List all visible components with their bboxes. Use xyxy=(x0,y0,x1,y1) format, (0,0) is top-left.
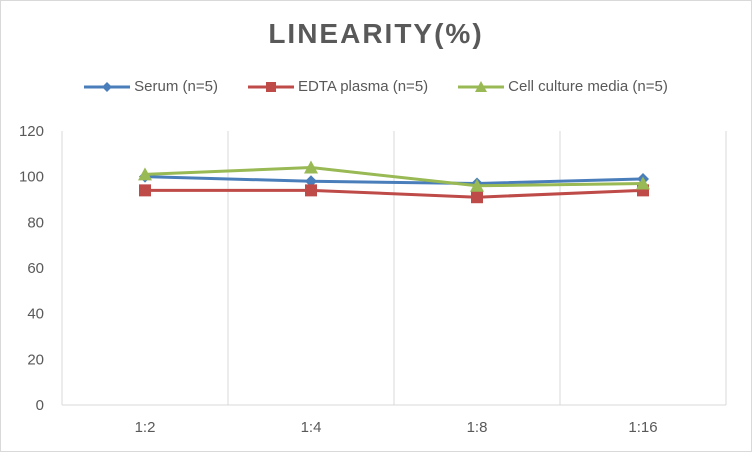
legend-item-serum: Serum (n=5) xyxy=(84,78,218,95)
data-point-series-0 xyxy=(305,175,317,188)
chart-title: LINEARITY(%) xyxy=(268,18,484,49)
data-point-series-2 xyxy=(138,167,152,181)
legend-marker xyxy=(475,80,488,92)
data-point-series-1 xyxy=(139,184,151,197)
series-line-0 xyxy=(144,175,644,186)
y-tick-label: 100 xyxy=(19,169,44,186)
x-tick-label: 1:16 xyxy=(628,419,657,436)
legend-label-serum: Serum (n=5) xyxy=(134,78,218,95)
legend-label-edta-plasma: EDTA plasma (n=5) xyxy=(297,78,429,95)
legend-swatch-cell-culture-media xyxy=(458,80,505,92)
legend-marker xyxy=(265,81,276,92)
x-tick-label: 1:2 xyxy=(135,419,156,436)
x-tick-label: 1:4 xyxy=(301,419,322,436)
data-point-series-1 xyxy=(305,184,317,197)
legend-marker xyxy=(102,81,113,92)
legend-item-cell-culture-media: Cell culture media (n=5) xyxy=(458,78,668,95)
chart-legend: Serum (n=5) EDTA plasma (n=5) Cell cultu… xyxy=(0,78,752,95)
y-tick-label: 40 xyxy=(27,306,44,323)
y-tick-label: 0 xyxy=(36,397,44,414)
y-tick-label: 60 xyxy=(27,260,44,277)
y-tick-label: 120 xyxy=(19,123,44,140)
data-point-series-2 xyxy=(304,160,318,174)
legend-label-cell-culture-media: Cell culture media (n=5) xyxy=(508,78,668,95)
x-tick-label: 1:8 xyxy=(467,419,488,436)
legend-swatch-edta-plasma xyxy=(247,81,294,92)
data-point-series-2 xyxy=(636,176,650,190)
y-tick-label: 80 xyxy=(27,214,44,231)
y-tick-label: 20 xyxy=(27,351,44,368)
legend-item-edta-plasma: EDTA plasma (n=5) xyxy=(247,78,429,95)
data-point-series-1 xyxy=(471,191,483,204)
data-point-series-2 xyxy=(470,178,484,192)
series-line-2 xyxy=(144,166,644,188)
series-line-1 xyxy=(145,188,644,199)
legend-swatch-serum xyxy=(84,81,131,92)
